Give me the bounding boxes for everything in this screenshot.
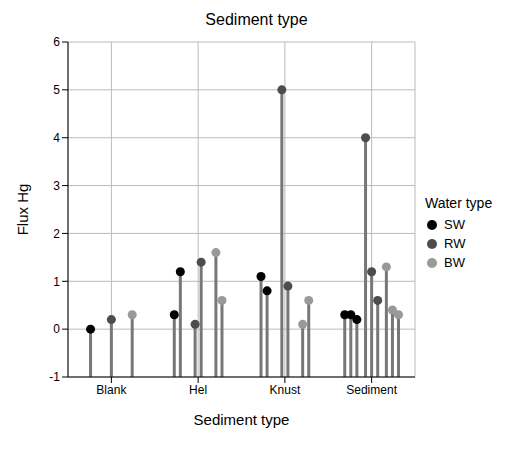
svg-text:4: 4	[53, 131, 60, 145]
svg-text:-1: -1	[49, 370, 60, 384]
svg-text:0: 0	[53, 322, 60, 336]
svg-text:5: 5	[53, 83, 60, 97]
html-text:RW: RW	[444, 236, 466, 251]
svg-text:Knust: Knust	[270, 383, 301, 397]
html-text:Water type: Water type	[425, 195, 493, 211]
html-text:BW: BW	[444, 255, 465, 270]
svg-text:Sediment: Sediment	[346, 383, 397, 397]
svg-text:Hel: Hel	[189, 383, 207, 397]
svg-text:Blank: Blank	[96, 383, 127, 397]
svg-text:1: 1	[53, 275, 60, 289]
html-text:SW: SW	[444, 217, 465, 232]
svg-text:6: 6	[53, 35, 60, 49]
svg-text:2: 2	[53, 227, 60, 241]
svg-text:Sediment type: Sediment type	[194, 411, 290, 428]
html-text:Sediment type: Sediment type	[205, 11, 308, 28]
svg-text:Flux Hg: Flux Hg	[14, 184, 31, 236]
svg-text:3: 3	[53, 179, 60, 193]
